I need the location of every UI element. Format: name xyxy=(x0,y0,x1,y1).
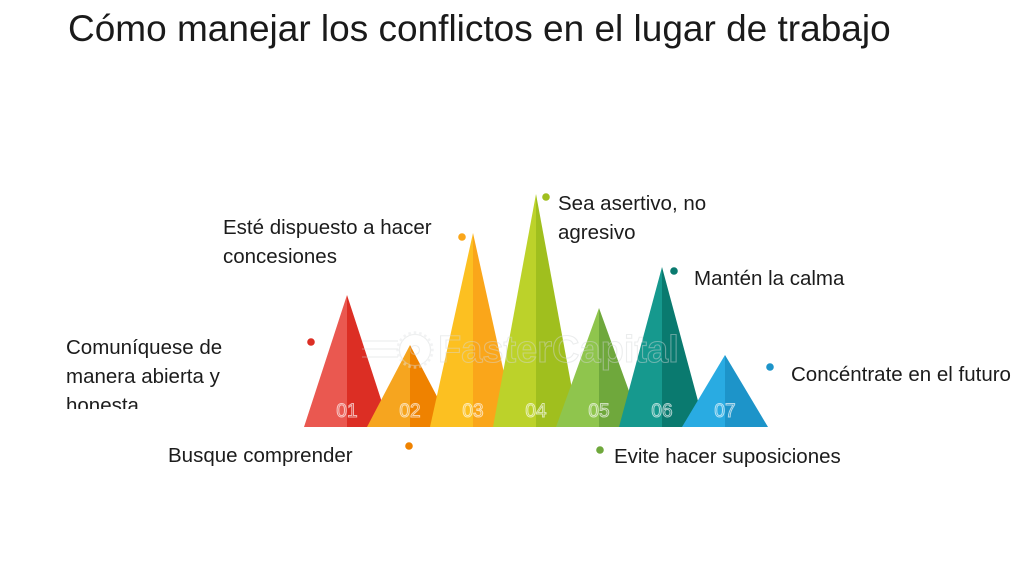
svg-text:03: 03 xyxy=(462,401,483,422)
svg-text:06: 06 xyxy=(651,401,672,422)
svg-text:07: 07 xyxy=(714,401,735,422)
svg-text:02: 02 xyxy=(399,401,420,422)
svg-text:04: 04 xyxy=(525,401,547,422)
svg-text:01: 01 xyxy=(336,401,357,422)
svg-text:FasterCapital: FasterCapital xyxy=(438,329,679,371)
svg-text:05: 05 xyxy=(588,401,609,422)
